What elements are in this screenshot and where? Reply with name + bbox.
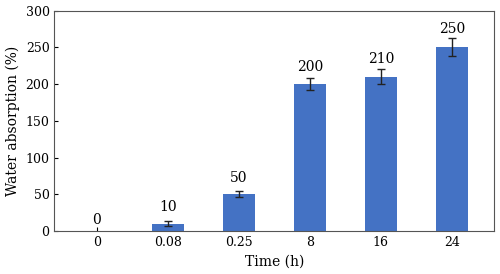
Bar xyxy=(436,47,468,231)
Y-axis label: Water absorption (%): Water absorption (%) xyxy=(6,46,20,196)
Bar xyxy=(294,84,326,231)
Text: 250: 250 xyxy=(438,22,465,36)
Bar xyxy=(365,77,397,231)
Text: 0: 0 xyxy=(92,213,102,227)
Text: 200: 200 xyxy=(297,61,323,75)
Bar xyxy=(223,194,255,231)
Text: 10: 10 xyxy=(159,200,176,214)
Text: 50: 50 xyxy=(230,172,248,185)
X-axis label: Time (h): Time (h) xyxy=(244,255,304,269)
Bar xyxy=(152,224,184,231)
Text: 210: 210 xyxy=(368,52,394,66)
